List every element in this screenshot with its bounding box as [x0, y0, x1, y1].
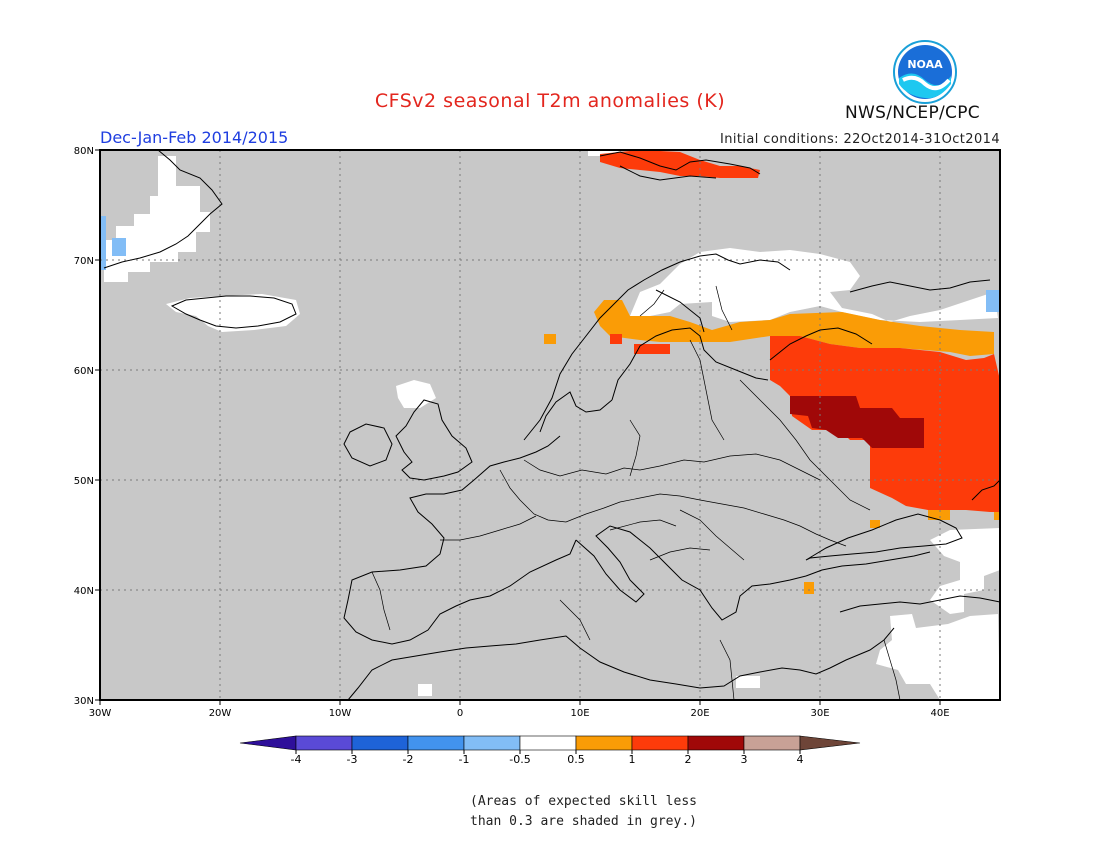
lat-tick-label: 30N [74, 696, 94, 707]
skill-note-line2: than 0.3 are shaded in grey.) [470, 814, 697, 829]
colorbar-box [743, 735, 801, 751]
cold-anomaly-areas [100, 216, 1000, 312]
lon-tick-label: 20E [690, 708, 709, 719]
lon-tick-label: 40E [930, 708, 949, 719]
colorbar-label: -0.5 [509, 753, 530, 766]
colorbar-boxes [239, 735, 861, 754]
lat-tick-label: 70N [74, 256, 94, 267]
colorbar-box [351, 735, 409, 751]
colorbar-label: -3 [347, 753, 358, 766]
colorbar-box [295, 735, 353, 751]
lon-tick-label: 10W [329, 708, 352, 719]
warm-anomaly-3-area [790, 396, 924, 448]
lon-tick-label: 20W [209, 708, 232, 719]
colorbar-label: -1 [459, 753, 470, 766]
colorbar-label: 4 [797, 753, 804, 766]
colorbar-box [687, 735, 745, 751]
colorbar-label: 0.5 [567, 753, 585, 766]
warm-anomaly-1-areas [544, 300, 1000, 594]
lat-tick-label: 60N [74, 366, 94, 377]
noaa-logo: NOAA [893, 40, 957, 104]
lon-tick-label: 0 [457, 708, 463, 719]
colorbar-right-arrow [799, 735, 861, 751]
skill-note: (Areas of expected skill less than 0.3 a… [470, 792, 730, 832]
colorbar-label: 3 [741, 753, 748, 766]
skill-note-line1: (Areas of expected skill less [470, 794, 697, 809]
lon-tick-label: 30E [810, 708, 829, 719]
lat-tick-label: 50N [74, 476, 94, 487]
lat-tick-label: 80N [74, 146, 94, 157]
lat-tick-label: 40N [74, 586, 94, 597]
season-label: Dec-Jan-Feb 2014/2015 [100, 128, 289, 147]
colorbar-label: -4 [291, 753, 302, 766]
colorbar-label: 2 [685, 753, 692, 766]
gridlines [100, 150, 1000, 700]
org-label: NWS/NCEP/CPC [845, 103, 980, 123]
colorbar-box [463, 735, 521, 751]
lon-tick-label: 30W [89, 708, 112, 719]
colorbar-label: 1 [629, 753, 636, 766]
map-frame [99, 149, 1001, 701]
lon-tick-label: 10E [570, 708, 589, 719]
colorbar-box [407, 735, 465, 751]
country-borders [371, 285, 901, 701]
noaa-logo-text: NOAA [907, 58, 943, 71]
chart-title: CFSv2 seasonal T2m anomalies (K) [374, 90, 726, 112]
axis-ticks [95, 149, 941, 705]
colorbar-left-arrow [239, 735, 297, 751]
initial-conditions-label: Initial conditions: 22Oct2014-31Oct2014 [720, 132, 1000, 147]
colorbar-box [631, 735, 689, 751]
colorbar-labels: -4 -3 -2 -1 -0.5 0.5 1 2 3 4 [291, 753, 804, 766]
colorbar-box [575, 735, 633, 751]
colorbar-label: -2 [403, 753, 414, 766]
near-normal-areas [104, 150, 1000, 700]
colorbar-box [519, 735, 577, 751]
